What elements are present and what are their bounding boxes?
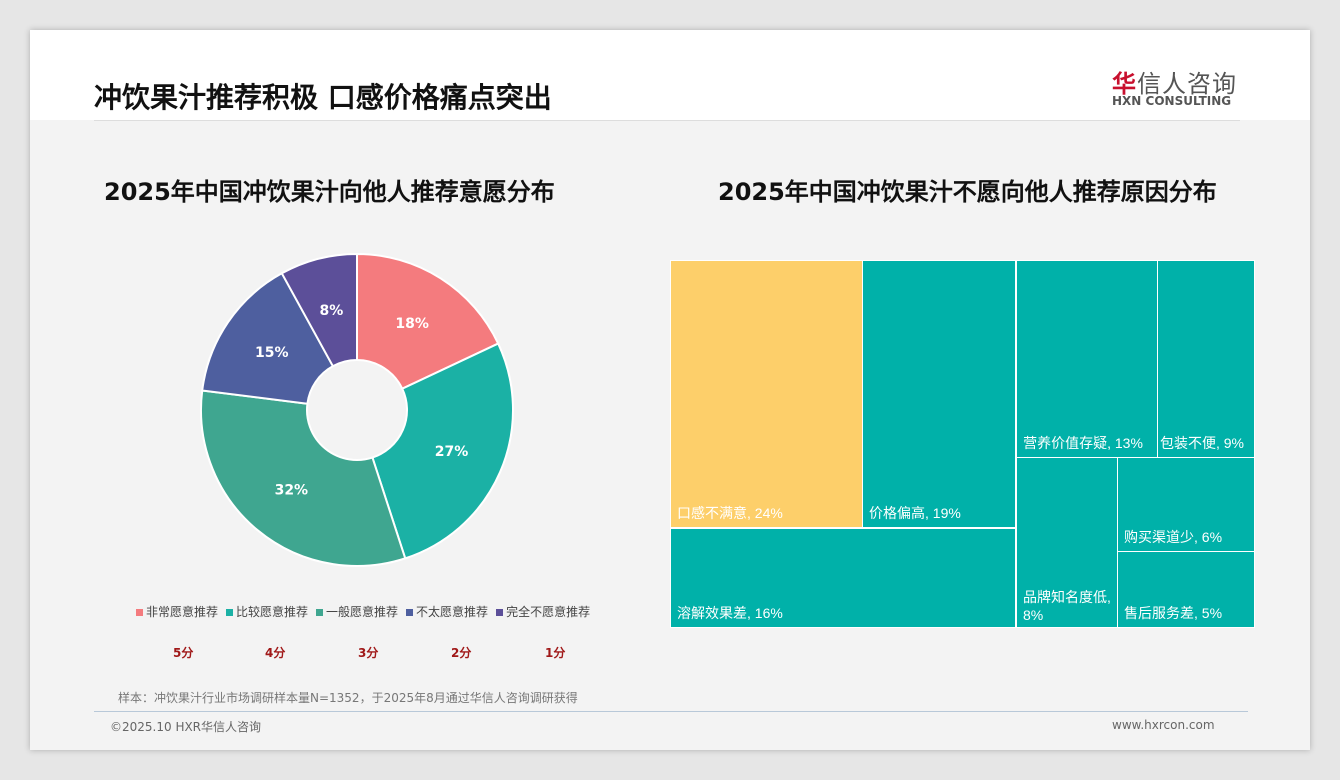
- logo: 华信人咨询: [1112, 64, 1237, 99]
- treemap-cell: 品牌知名度低, 8%: [1016, 457, 1118, 628]
- treemap-label: 营养价值存疑, 13%: [1023, 435, 1143, 451]
- footer-divider: [94, 711, 1248, 712]
- slice-4: [280, 252, 358, 368]
- donut-chart: 18% 27% 32% 15% 8%: [200, 252, 514, 567]
- treemap-cell: 价格偏高, 19%: [862, 260, 1016, 528]
- treemap-cell: 售后服务差, 5%: [1117, 551, 1255, 628]
- legend-item: 不太愿意推荐: [406, 603, 488, 620]
- slice-3: [201, 271, 335, 405]
- legend: 非常愿意推荐 比较愿意推荐 一般愿意推荐 不太愿意推荐 完全不愿意推荐: [136, 603, 590, 620]
- treemap-label: 包装不便, 9%: [1159, 435, 1244, 451]
- page-title: 冲饮果汁推荐积极 口感价格痛点突出: [94, 81, 552, 114]
- legend-item: 完全不愿意推荐: [496, 603, 590, 620]
- slice-label: 8%: [319, 303, 343, 319]
- logo-mark: 华: [1112, 70, 1137, 98]
- treemap-label: 品牌知名度低, 8%: [1023, 589, 1111, 623]
- legend-item: 比较愿意推荐: [226, 603, 308, 620]
- treemap-label: 口感不满意, 24%: [677, 505, 783, 521]
- header: [30, 30, 1310, 120]
- treemap-cell: 溶解效果差, 16%: [670, 528, 1016, 628]
- slide: 冲饮果汁推荐积极 口感价格痛点突出 华信人咨询 HXN CONSULTING 2…: [30, 30, 1310, 750]
- treemap-cell: 营养价值存疑, 13%: [1016, 260, 1158, 458]
- score-label: 2分: [451, 646, 472, 660]
- slice-label: 27%: [435, 444, 469, 460]
- slice-1: [371, 342, 514, 560]
- score-label: 1分: [545, 646, 566, 660]
- legend-item: 非常愿意推荐: [136, 603, 218, 620]
- legend-item: 一般愿意推荐: [316, 603, 398, 620]
- divider: [94, 120, 1240, 121]
- treemap-label: 溶解效果差, 16%: [677, 605, 783, 621]
- treemap-cell: 包装不便, 9%: [1157, 260, 1255, 458]
- score-label: 3分: [358, 646, 379, 660]
- logo-en: HXN CONSULTING: [1112, 94, 1232, 108]
- logo-text: 信人咨询: [1137, 70, 1237, 98]
- copyright: ©2025.10 HXR华信人咨询: [110, 720, 262, 734]
- treemap-label: 售后服务差, 5%: [1124, 605, 1223, 621]
- sample-note: 样本：冲饮果汁行业市场调研样本量N=1352，于2025年8月通过华信人咨询调研…: [118, 691, 578, 705]
- treemap-title: 2025年中国冲饮果汁不愿向他人推荐原因分布: [718, 178, 1217, 206]
- treemap-cell: 购买渠道少, 6%: [1117, 457, 1255, 552]
- slice-0: [356, 252, 500, 391]
- website-url: www.hxrcon.com: [1112, 718, 1215, 732]
- treemap-cell: 口感不满意, 24%: [670, 260, 863, 528]
- score-label: 5分: [173, 646, 194, 660]
- slice-label: 15%: [255, 345, 289, 361]
- score-label: 4分: [265, 646, 286, 660]
- treemap-label: 购买渠道少, 6%: [1124, 529, 1223, 545]
- slice-label: 32%: [275, 482, 309, 498]
- slice-label: 18%: [395, 316, 429, 332]
- pie-title: 2025年中国冲饮果汁向他人推荐意愿分布: [104, 178, 555, 206]
- slice-2: [200, 389, 407, 567]
- treemap-label: 价格偏高, 19%: [869, 505, 961, 521]
